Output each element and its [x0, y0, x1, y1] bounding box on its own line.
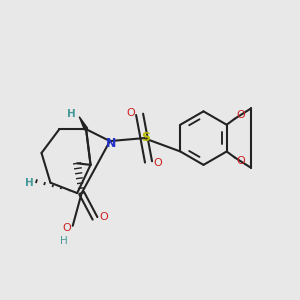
Text: S: S	[141, 131, 150, 144]
Text: O: O	[126, 108, 135, 118]
Text: O: O	[236, 156, 245, 166]
Text: O: O	[236, 110, 245, 120]
Polygon shape	[79, 117, 88, 130]
Text: H: H	[25, 178, 33, 188]
Text: O: O	[99, 212, 108, 222]
Text: H: H	[67, 109, 75, 119]
Text: O: O	[62, 223, 71, 233]
Text: N: N	[106, 137, 116, 150]
Text: O: O	[153, 158, 162, 168]
Text: H: H	[60, 236, 68, 246]
